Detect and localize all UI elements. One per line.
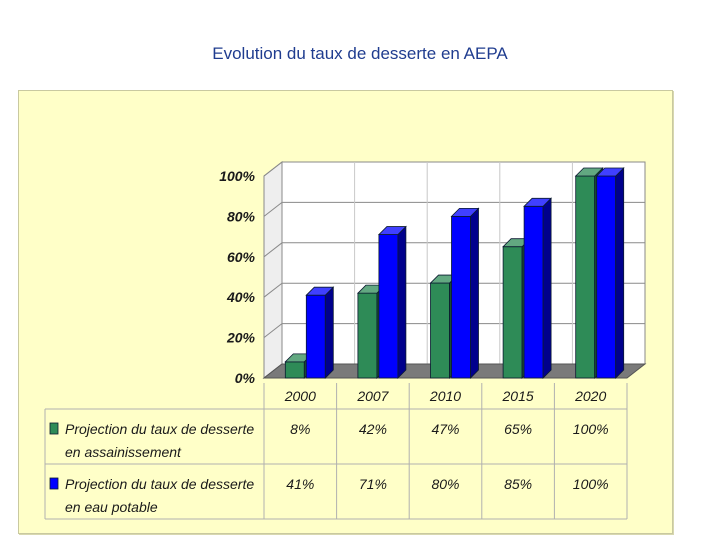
chart-title: Evolution du taux de desserte en AEPA [212, 44, 508, 63]
legend-label: Projection du taux de desserte [65, 476, 254, 492]
bar-front [502, 246, 523, 379]
bar-eau-potable-2010 [450, 207, 480, 379]
bar-side [324, 286, 334, 379]
data-label: 85% [504, 476, 532, 492]
legend-label: en assainissement [65, 444, 182, 460]
bar-front [305, 294, 326, 379]
bar-front [451, 216, 471, 379]
bar-front [596, 175, 617, 379]
data-label: 71% [359, 476, 387, 492]
data-label: 80% [431, 476, 459, 492]
gridline [263, 201, 645, 217]
data-label: 65% [504, 421, 532, 437]
data-label: 8% [290, 421, 310, 437]
x-category-label: 2015 [502, 388, 534, 404]
y-tick-label: 80% [227, 208, 256, 224]
data-label: 100% [573, 476, 609, 492]
gridline [263, 161, 645, 177]
bar-front [357, 292, 378, 379]
bar-eau-potable-2015 [523, 197, 553, 379]
bar-front [430, 282, 450, 379]
bar-front [378, 234, 399, 379]
bar-top [450, 208, 480, 217]
legend-label: en eau potable [65, 499, 158, 515]
bar-front [284, 361, 305, 379]
y-tick-label: 100% [219, 168, 255, 184]
data-label: 47% [431, 421, 459, 437]
y-tick-label: 0% [235, 370, 256, 386]
x-category-label: 2010 [429, 388, 461, 404]
data-label: 41% [286, 476, 314, 492]
chart-panel: 0% 20% 40% 60% 80% 100% 2000 2007 2010 2015 2020 Pr… [18, 90, 673, 534]
bar-side [542, 197, 552, 379]
bar-side [615, 167, 625, 379]
bar-side [470, 207, 479, 379]
legend-key [49, 477, 59, 490]
bar-eau-potable-2000 [305, 286, 335, 379]
bar-eau-potable-2020 [595, 167, 625, 379]
bar-top [595, 167, 625, 177]
y-tick-label: 40% [226, 289, 256, 305]
y-tick-label: 20% [226, 330, 256, 346]
bar-top [377, 226, 407, 235]
side-wall [263, 160, 283, 380]
bar-assainissement-2000 [284, 352, 314, 379]
y-tick-label: 60% [227, 249, 256, 265]
chart-svg: 0% 20% 40% 60% 80% 100% 2000 2007 2010 2015 2020 Pr… [44, 160, 647, 520]
legend-key [49, 422, 59, 435]
bar-top [523, 197, 553, 207]
legend-label: Projection du taux de desserte [65, 421, 254, 437]
data-label: 42% [359, 421, 387, 437]
bar-front [523, 205, 544, 379]
bar-eau-potable-2007 [377, 225, 407, 379]
x-category-label: 2000 [284, 388, 316, 404]
x-category-label: 2020 [574, 388, 606, 404]
data-label: 100% [573, 421, 609, 437]
bar-top [574, 167, 604, 177]
x-category-label: 2007 [356, 388, 389, 404]
bar-side [397, 225, 407, 379]
bar-top [305, 286, 335, 296]
bar-front [575, 175, 596, 379]
